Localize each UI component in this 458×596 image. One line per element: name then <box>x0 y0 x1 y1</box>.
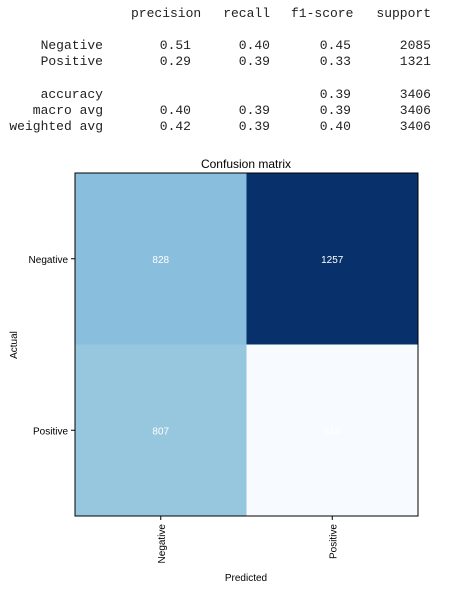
cell-value-label: 1257 <box>321 255 344 266</box>
report-row-label: Positive <box>3 54 103 70</box>
cell-value-label: 514 <box>324 426 341 437</box>
report-cell: 0.39 <box>210 54 270 70</box>
report-row-label: accuracy <box>3 87 103 103</box>
report-cell: 0.40 <box>210 38 270 54</box>
report-cell: 3406 <box>371 103 431 119</box>
y-tick-label: Positive <box>33 426 68 437</box>
report-cell: 0.33 <box>291 54 351 70</box>
report-row-label: Negative <box>3 38 103 54</box>
report-cell: 3406 <box>371 119 431 135</box>
report-row-label: macro avg <box>3 103 103 119</box>
report-row-label: weighted avg <box>3 119 103 135</box>
report-cell: 0.29 <box>131 54 191 70</box>
cell-value-label: 828 <box>152 255 169 266</box>
report-header-f1: f1-score <box>291 6 351 22</box>
report-cell: 0.39 <box>210 119 270 135</box>
report-cell: 0.39 <box>210 103 270 119</box>
report-header-recall: recall <box>210 6 270 22</box>
y-tick-label: Negative <box>29 255 69 266</box>
report-cell: 2085 <box>371 38 431 54</box>
x-tick-label: Positive <box>328 524 339 559</box>
report-cell: 0.51 <box>131 38 191 54</box>
report-cell: 0.45 <box>291 38 351 54</box>
report-cell: 0.42 <box>131 119 191 135</box>
report-header-support: support <box>371 6 431 22</box>
chart-title: Confusion matrix <box>201 157 291 171</box>
x-tick-label: Negative <box>157 524 168 564</box>
confusion-matrix-svg: Confusion matrix 828 1257 807 514 Negative P… <box>0 150 458 591</box>
report-cell: 0.40 <box>131 103 191 119</box>
confusion-matrix-chart: Confusion matrix 828 1257 807 514 Negative P… <box>0 150 458 591</box>
report-cell: 0.40 <box>291 119 351 135</box>
x-axis-label: Predicted <box>225 573 267 584</box>
cell-value-label: 807 <box>152 426 169 437</box>
report-cell: 3406 <box>371 87 431 103</box>
report-cell: 1321 <box>371 54 431 70</box>
y-axis-label: Actual <box>9 331 20 359</box>
report-cell: 0.39 <box>291 103 351 119</box>
report-header-precision: precision <box>131 6 191 22</box>
report-cell: 0.39 <box>291 87 351 103</box>
